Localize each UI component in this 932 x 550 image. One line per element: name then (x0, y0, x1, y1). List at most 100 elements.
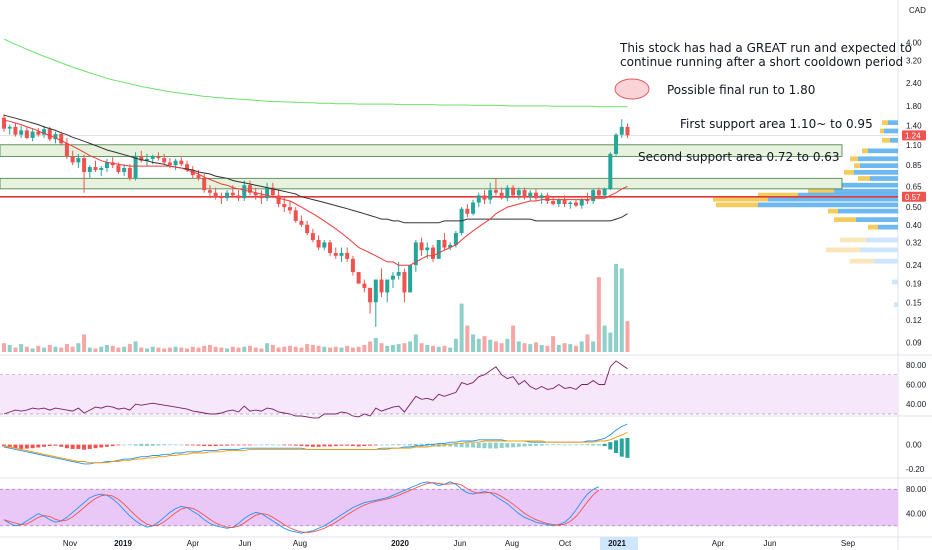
volume-bar-33 (190, 346, 195, 352)
vp-down-14 (834, 217, 856, 222)
volume-bar-40 (230, 346, 235, 352)
candle-body-2 (13, 126, 18, 135)
vp-up-5 (860, 163, 898, 169)
volume-bar-102 (585, 334, 590, 352)
candle-body-65 (373, 279, 378, 303)
macd-hist-0 (2, 444, 6, 447)
time-tick-5: 2020 (391, 539, 409, 548)
price-tag-1: 0.57 (905, 193, 921, 202)
macd-hist-52 (299, 444, 304, 447)
volume-bar-73 (419, 343, 424, 352)
price-tick-4: 1.40 (906, 122, 922, 131)
macd-hist-100 (574, 444, 578, 446)
macd-hist-36 (207, 444, 212, 447)
currency-label: CAD (909, 6, 926, 15)
price-tick-6: 0.85 (906, 161, 922, 170)
price-tick-12: 0.19 (906, 280, 922, 289)
candle-body-101 (579, 199, 584, 206)
vp-up-10 (798, 192, 898, 198)
volume-bar-98 (562, 343, 567, 352)
price-tick-9: 0.40 (906, 221, 922, 230)
macd-hist-108 (619, 438, 624, 457)
volume-bar-29 (167, 347, 172, 352)
macd-hist-35 (202, 444, 207, 447)
volume-bar-37 (213, 346, 218, 352)
vp-down-3 (862, 148, 868, 154)
time-tick-12: Sep (841, 539, 856, 548)
volume-bar-20 (116, 347, 121, 352)
macd-hist-38 (219, 444, 224, 446)
volume-bar-79 (453, 338, 458, 352)
volume-bar-50 (288, 345, 292, 352)
volume-bar-103 (591, 341, 596, 352)
volume-bar-67 (385, 345, 390, 352)
volume-bar-39 (225, 348, 230, 352)
vp-down-12 (716, 202, 758, 208)
macd-hist-21 (122, 444, 127, 446)
moving-averages (3, 38, 628, 266)
macd-hist-62 (356, 444, 361, 447)
candle-body-16 (93, 167, 98, 170)
vp-down-10 (758, 192, 798, 198)
macd-hist-70 (402, 444, 407, 446)
candle-body-97 (556, 199, 561, 205)
macd-hist-79 (453, 443, 458, 447)
time-tick-10: Apr (712, 539, 725, 548)
candle-body-60 (345, 252, 350, 259)
candle-body-7 (42, 129, 47, 135)
macd-hist-81 (465, 443, 470, 448)
volume-bar-92 (528, 344, 533, 352)
price-tag-0: 1.24 (905, 131, 921, 140)
price-tick-7: 0.65 (906, 182, 922, 191)
candle-body-90 (516, 190, 521, 196)
candle-body-92 (528, 192, 533, 197)
time-tick-1: 2019 (114, 539, 132, 548)
candle-body-1 (7, 126, 12, 129)
candle-body-107 (614, 134, 619, 154)
volume-bar-100 (574, 345, 578, 352)
candle-body-78 (448, 244, 453, 248)
stoch-k-line (3, 481, 600, 534)
candle-body-94 (539, 195, 544, 199)
candle-body-44 (253, 192, 258, 196)
vp-up-13 (838, 208, 898, 214)
volume-bar-3 (19, 344, 24, 352)
volume-bar-31 (179, 347, 184, 352)
candle-body-70 (402, 272, 407, 293)
volume-bar-11 (64, 344, 69, 352)
candle-body-86 (493, 190, 498, 193)
volume-bar-69 (396, 344, 401, 352)
candle-body-66 (379, 279, 384, 293)
macd-hist-85 (488, 442, 493, 449)
volume-bar-70 (402, 343, 407, 352)
volume-bar-96 (551, 336, 556, 352)
candle-body-35 (202, 178, 207, 191)
candle-body-84 (482, 195, 487, 200)
volume-bar-46 (265, 343, 270, 352)
vp-up-9 (834, 188, 898, 194)
candle-body-58 (333, 252, 338, 256)
volume-bar-19 (110, 345, 115, 352)
candle-body-5 (30, 131, 35, 138)
annotation-final-run: Possible final run to 1.80 (667, 83, 815, 97)
macd-hist-75 (431, 443, 435, 447)
candle-body-36 (207, 190, 212, 193)
macd-hist-86 (493, 442, 498, 449)
volume-bar-82 (471, 334, 476, 352)
candle-body-42 (242, 185, 247, 199)
volume-bar-64 (368, 341, 373, 352)
macd-hist-47 (270, 444, 275, 446)
candle-body-50 (288, 207, 292, 211)
volume-bar-41 (236, 347, 241, 352)
candle-body-91 (522, 190, 527, 197)
candle-body-73 (419, 242, 424, 251)
time-tick-7: Aug (505, 539, 519, 548)
volume-bar-6 (36, 345, 41, 352)
macd-hist-10 (59, 444, 64, 447)
macd-hist-53 (305, 444, 310, 447)
macd-hist-32 (185, 444, 190, 446)
volume-bar-84 (482, 336, 487, 352)
candle-body-71 (408, 265, 413, 293)
candle-body-57 (328, 242, 333, 253)
macd-hist-55 (316, 444, 321, 447)
